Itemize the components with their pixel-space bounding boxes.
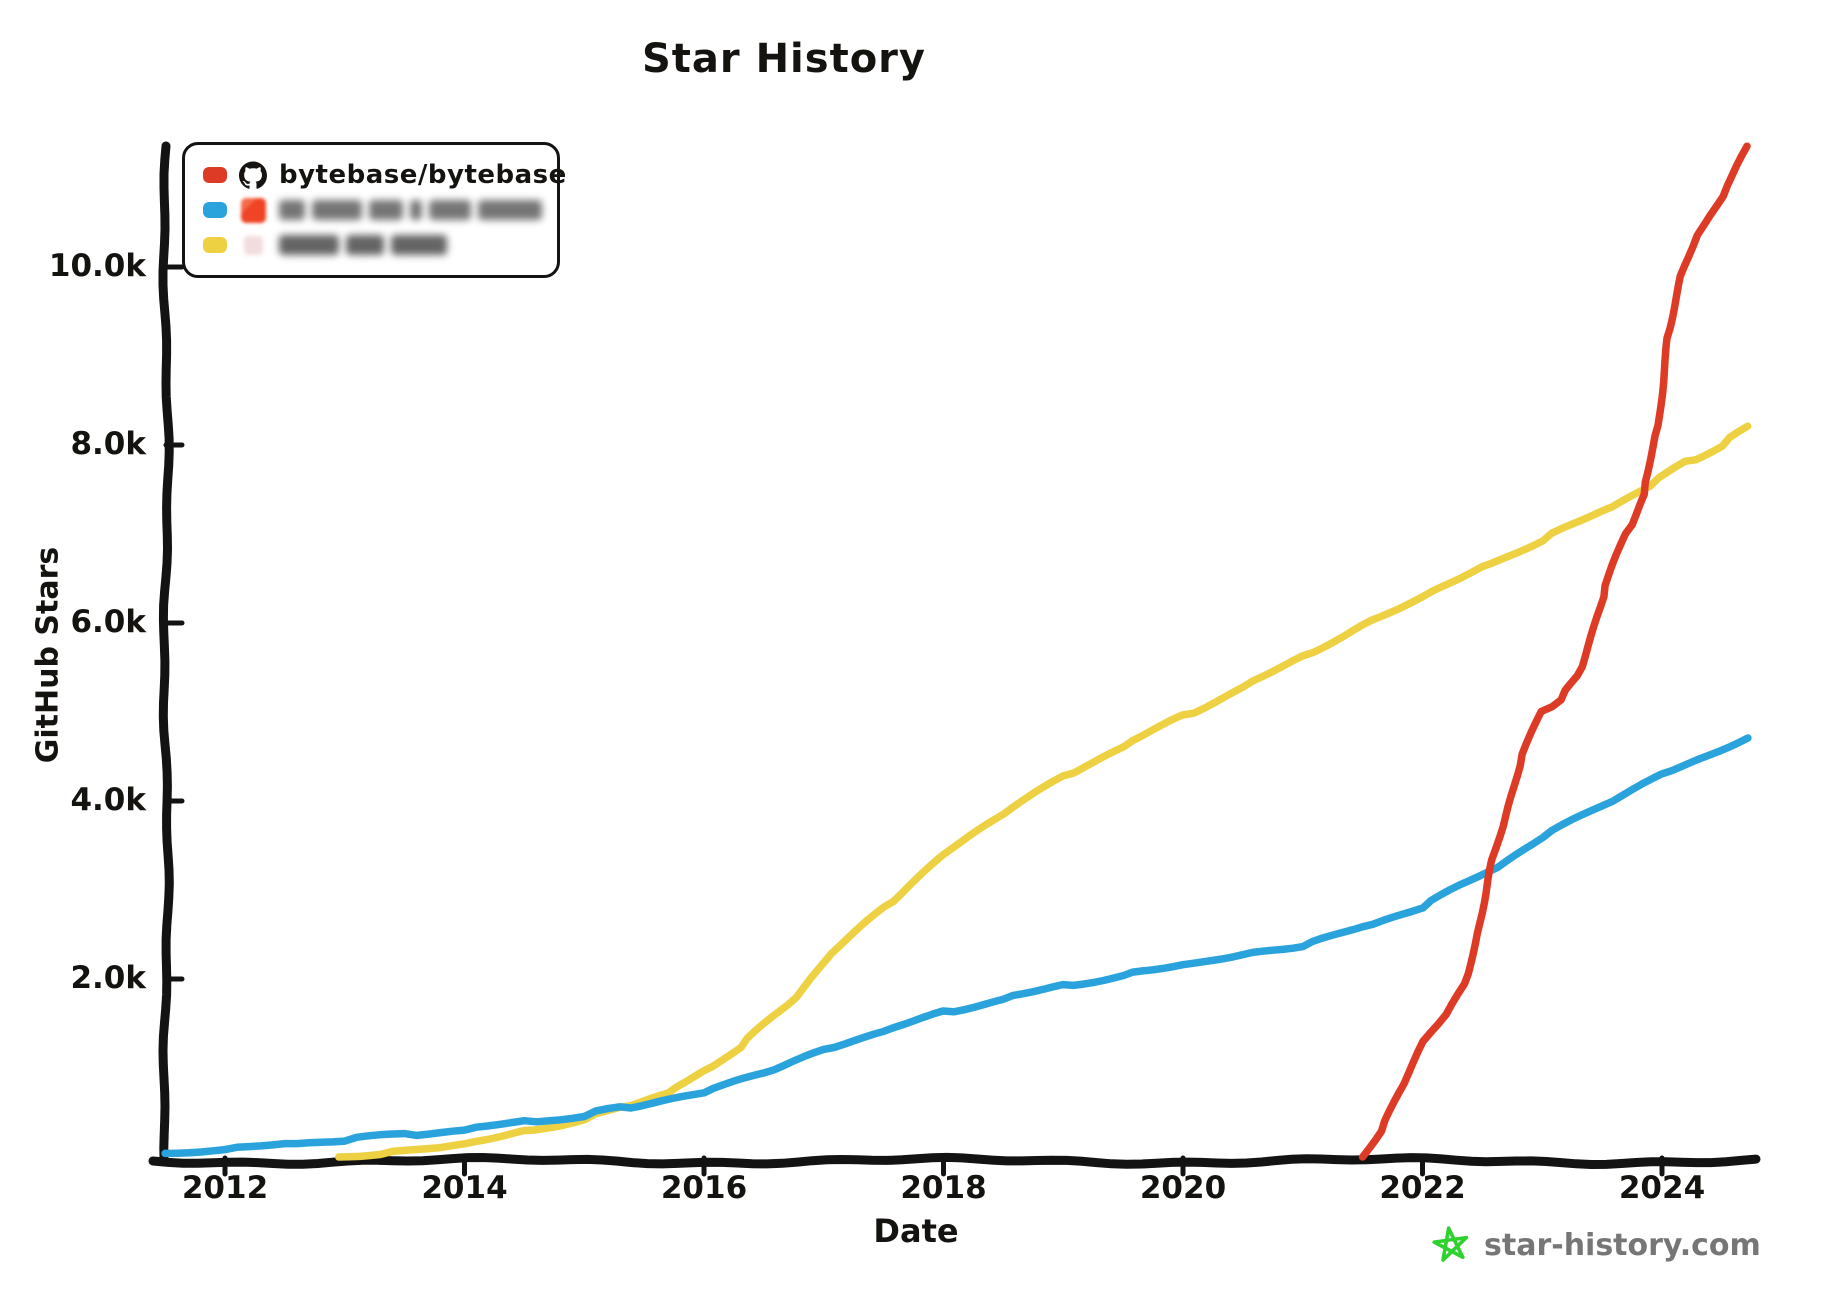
blurred-repo-text	[279, 200, 542, 220]
legend: bytebase/bytebase	[182, 142, 566, 278]
blurred-repo-text	[279, 235, 447, 255]
legend-item-redacted-2	[203, 229, 539, 261]
x-tick-label: 2018	[900, 1170, 987, 1206]
y-tick-label: 10.0k	[48, 248, 146, 284]
x-axis-title: Date	[873, 1212, 959, 1250]
y-axis-title: GitHub Stars	[30, 546, 66, 764]
legend-swatch-blue	[203, 202, 227, 218]
x-tick-label: 2024	[1618, 1170, 1706, 1206]
legend-swatch-red	[203, 167, 227, 183]
legend-swatch-yellow	[203, 237, 227, 253]
y-tick-label: 2.0k	[70, 960, 146, 996]
chart-title: Star History	[642, 36, 926, 82]
legend-label-bytebase: bytebase/bytebase	[279, 160, 567, 190]
y-tick-label: 8.0k	[70, 426, 146, 462]
x-tick-label: 2022	[1379, 1170, 1466, 1206]
watermark-text: star-history.com	[1484, 1227, 1761, 1263]
watermark: star-history.com	[1430, 1224, 1761, 1266]
github-icon	[239, 161, 267, 189]
x-tick-label: 2012	[181, 1170, 269, 1206]
legend-item-redacted-1	[203, 194, 542, 226]
x-tick-label: 2020	[1139, 1170, 1227, 1206]
y-tick-label: 6.0k	[70, 604, 146, 640]
star-doodle-icon	[1430, 1224, 1472, 1266]
x-tick-label: 2016	[660, 1170, 748, 1206]
red-favicon-blurred-icon	[239, 196, 267, 224]
x-tick-label: 2014	[421, 1170, 508, 1206]
legend-item-bytebase: bytebase/bytebase	[203, 159, 566, 191]
y-tick-label: 4.0k	[70, 782, 146, 818]
pink-favicon-blurred-icon	[239, 231, 267, 259]
